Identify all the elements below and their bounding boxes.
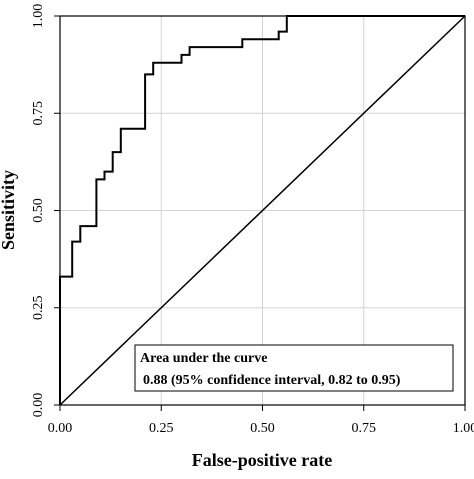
x-tick-label: 0.50	[250, 421, 275, 436]
reference-line-layer	[59, 15, 466, 406]
reference-diagonal-line	[59, 15, 466, 406]
y-axis-ticks: 0.00 0.25 0.50 0.75 1.00	[31, 4, 60, 418]
y-tick-label: 0.00	[31, 393, 46, 418]
roc-curve-line	[59, 15, 465, 405]
x-axis-ticks: 0.00 0.25 0.50 0.75 1.00	[48, 405, 474, 436]
x-tick-label: 0.25	[149, 421, 174, 436]
roc-curve-layer	[59, 15, 465, 405]
y-axis-title: Sensitivity	[0, 170, 18, 250]
y-tick-label: 0.25	[31, 296, 46, 321]
x-tick-label: 0.00	[48, 421, 73, 436]
x-tick-label: 0.75	[352, 421, 377, 436]
y-tick-label: 0.75	[31, 101, 46, 126]
y-tick-label: 1.00	[31, 4, 46, 29]
annotation-auc-value: 0.88 (95% confidence interval, 0.82 to 0…	[143, 373, 401, 388]
y-tick-label: 0.50	[31, 198, 46, 223]
x-tick-label: 1.00	[453, 421, 474, 436]
auc-annotation-box: Area under the curve 0.88 (95% confidenc…	[134, 344, 454, 392]
annotation-border	[134, 344, 454, 392]
x-axis-title: False-positive rate	[192, 450, 332, 470]
annotation-title: Area under the curve	[140, 351, 267, 366]
